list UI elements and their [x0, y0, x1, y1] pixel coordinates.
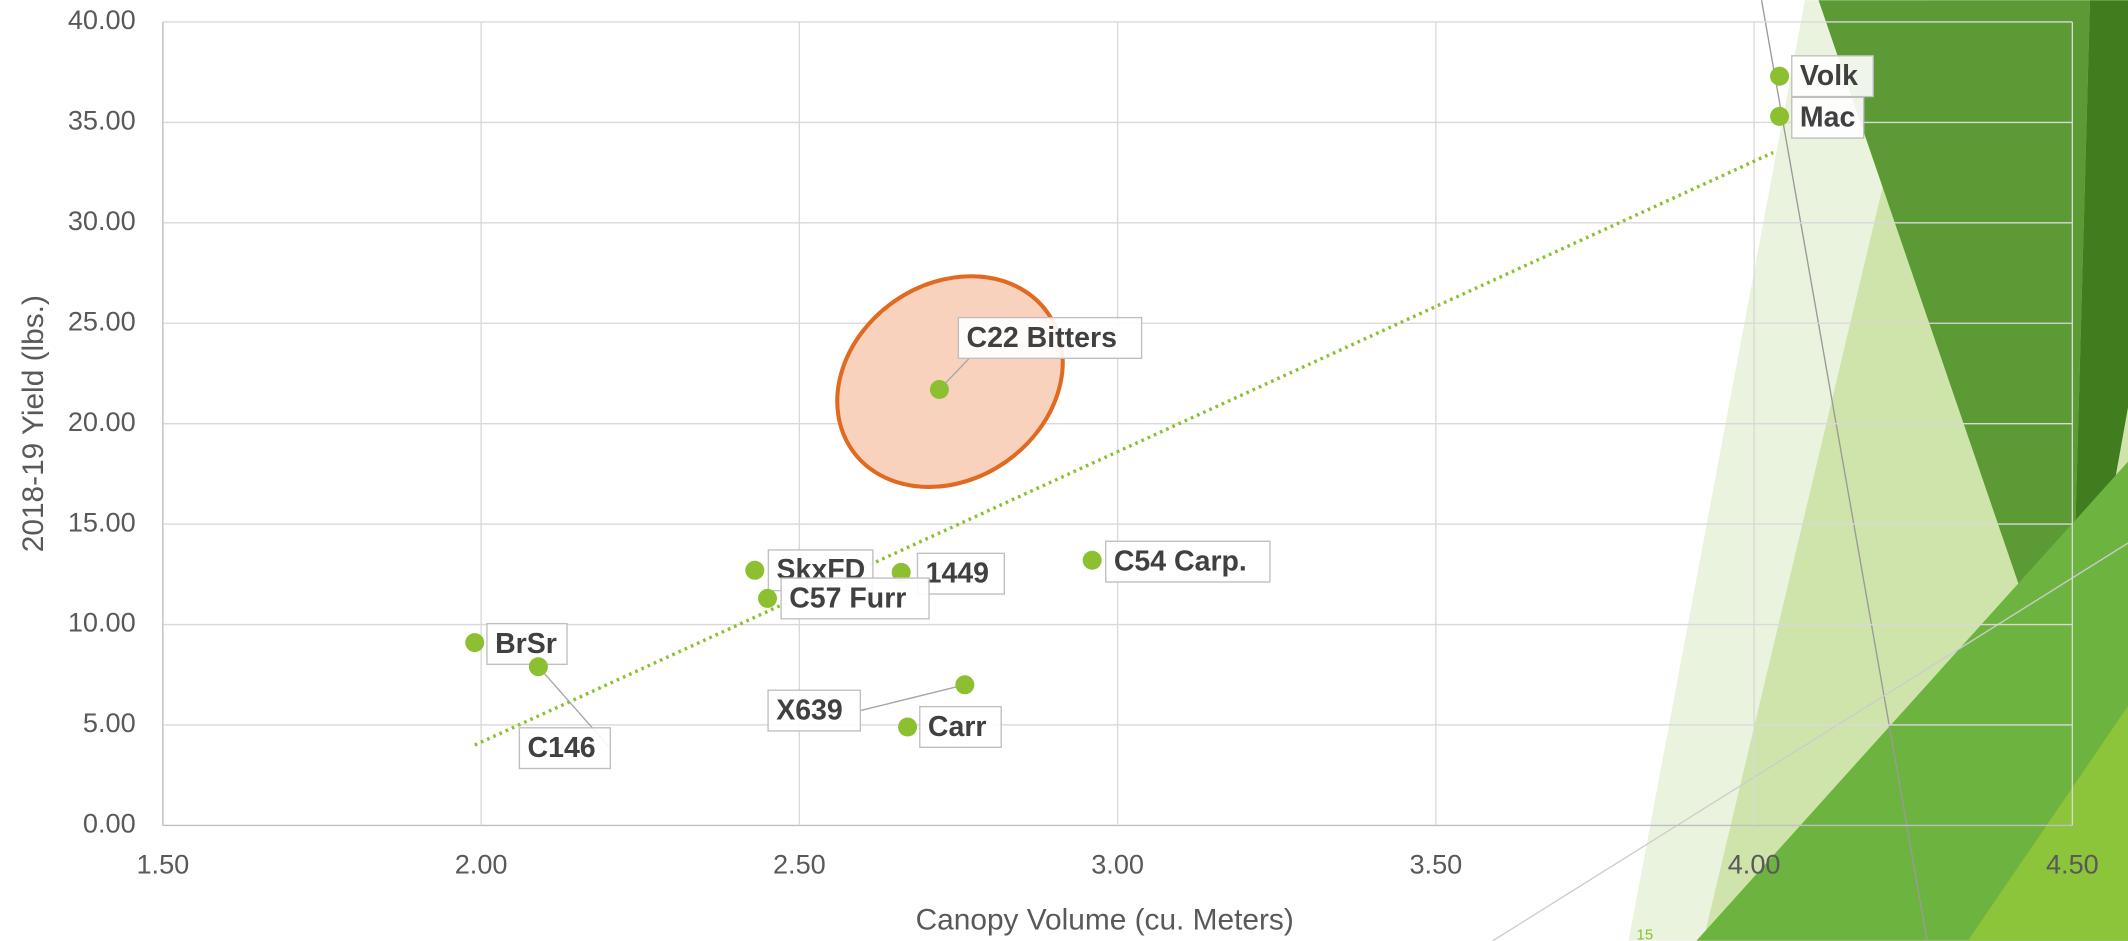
y-tick-label: 25.00 [68, 305, 136, 336]
point [955, 675, 975, 695]
point-label: Mac [1800, 102, 1855, 134]
y-tick-label: 20.00 [68, 406, 136, 437]
x-tick-label: 1.50 [136, 848, 189, 879]
deco-shape [1967, 705, 2128, 941]
point [891, 562, 911, 582]
decoration [1492, 0, 2128, 941]
label-box [1791, 55, 1874, 98]
label-box [916, 552, 1006, 595]
y-tick-label: 40.00 [68, 4, 136, 35]
point [465, 633, 485, 653]
highlight-ellipse [835, 274, 1065, 489]
point [1082, 550, 1102, 570]
y-tick-label: 30.00 [68, 205, 136, 236]
deco-shape [1818, 0, 2090, 734]
point [758, 588, 778, 608]
x-tick-label: 4.00 [1728, 848, 1781, 879]
x-tick-label: 2.50 [773, 848, 826, 879]
deco-line [1492, 542, 2128, 941]
x-tick-label: 3.50 [1409, 848, 1462, 879]
point-label: C146 [528, 732, 596, 764]
leader-line [860, 684, 966, 712]
point-label: Carr [928, 711, 987, 743]
y-axis-title: 2018-19 Yield (lbs.) [17, 295, 50, 552]
label-box [767, 689, 862, 732]
point-label: C57 Furr [789, 582, 906, 614]
label-box [1791, 96, 1865, 139]
point [745, 560, 765, 580]
point [528, 657, 548, 677]
point [898, 717, 918, 737]
x-tick-label: 3.00 [1091, 848, 1144, 879]
point-label: C54 Carp. [1114, 546, 1247, 578]
label-box [1105, 540, 1271, 583]
label-box [957, 316, 1143, 359]
point [929, 380, 949, 400]
point-label: X639 [776, 694, 843, 726]
trendline [474, 150, 1774, 747]
deco-line [1760, 0, 1928, 941]
x-tick-label: 4.50 [2046, 848, 2099, 879]
deco-shape [1696, 461, 2128, 941]
point-label: Volk [1800, 60, 1858, 92]
label-box [486, 622, 568, 666]
point [1770, 106, 1790, 126]
x-tick-label: 2.00 [455, 848, 508, 879]
point-label: BrSr [495, 628, 557, 660]
label-box [780, 577, 930, 620]
grid: 0.00 5.00 10.00 15.00 20.00 25.00 30.00 35.00 40… [68, 4, 2099, 879]
x-axis-title: Canopy Volume (cu. Meters) [916, 904, 1294, 937]
y-tick-label: 35.00 [68, 105, 136, 136]
y-tick-label: 15.00 [68, 506, 136, 537]
point-label: C22 Bitters [967, 322, 1117, 354]
y-tick-label: 0.00 [83, 808, 136, 839]
slide-number: 15 [1637, 926, 1654, 941]
y-tick-label: 5.00 [83, 707, 136, 738]
y-tick-label: 10.00 [68, 607, 136, 638]
label-box [518, 727, 611, 770]
point-label: 1449 [926, 558, 989, 590]
label-box [919, 705, 1002, 749]
point [1770, 66, 1790, 86]
